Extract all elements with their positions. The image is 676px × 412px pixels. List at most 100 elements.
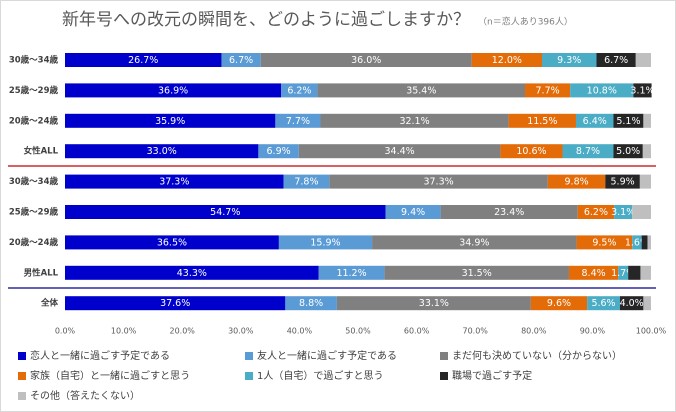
- x-tick-label: 70.0%: [462, 327, 488, 336]
- x-tick-label: 20.0%: [169, 327, 195, 336]
- bar-segment: [320, 113, 509, 128]
- bar-segment: [65, 144, 259, 159]
- data-label: 54.7%: [210, 207, 240, 218]
- x-tick-label: 80.0%: [521, 327, 547, 336]
- bar-segment: [641, 235, 648, 250]
- data-label: 3.1%: [611, 207, 635, 218]
- data-label: 10.8%: [587, 85, 617, 96]
- legend-swatch: [18, 372, 26, 380]
- bar-segment: [275, 113, 321, 128]
- data-label: 31.5%: [462, 268, 492, 279]
- bar-segment: [642, 144, 651, 159]
- legend-swatch: [18, 392, 26, 400]
- legend-swatch: [245, 372, 253, 380]
- legend-label: 職場で過ごす予定: [452, 369, 532, 382]
- bar-segment: [281, 83, 318, 98]
- bar-segment: [639, 174, 651, 189]
- bar-segment: [372, 235, 577, 250]
- data-label: 8.7%: [576, 146, 600, 157]
- x-tick-label: 50.0%: [345, 327, 371, 336]
- bar-segment: [643, 296, 651, 311]
- bar-segment: [258, 144, 299, 159]
- bar-segment: [619, 296, 644, 311]
- bar-segment: [570, 83, 634, 98]
- bar-segment: [65, 235, 279, 250]
- bar-segment: [577, 205, 615, 219]
- bar-segment: [65, 265, 319, 280]
- y-tick-label: 30歳～34歳: [9, 55, 59, 66]
- chart-subtitle: （n＝恋人あり396人）: [478, 16, 573, 28]
- bar-segment: [628, 265, 641, 280]
- bar-segment: [643, 113, 651, 128]
- data-label: 5.0%: [616, 146, 640, 157]
- bar-segment: [298, 144, 501, 159]
- bar-segment: [329, 174, 548, 189]
- data-label: 33.1%: [419, 298, 449, 309]
- data-label: 33.0%: [147, 146, 177, 157]
- y-tick-label: 全体: [40, 298, 59, 309]
- bar-segment: [65, 296, 286, 311]
- data-label: 5.9%: [611, 177, 635, 188]
- data-label: 5.6%: [591, 298, 615, 309]
- bar-segment: [508, 113, 576, 128]
- data-label: 37.6%: [160, 298, 190, 309]
- legend-label: まだ何も決めていない（分からない）: [452, 349, 622, 362]
- data-label: 6.7%: [604, 55, 628, 66]
- x-tick-label: 100.0%: [636, 327, 667, 336]
- bar-segment: [635, 53, 651, 67]
- data-label: 7.8%: [294, 177, 318, 188]
- data-label: 6.7%: [229, 55, 253, 66]
- legend-label: 家族（自宅）と一緒に過ごすと思う: [30, 369, 190, 382]
- legend-swatch: [245, 352, 253, 360]
- data-label: 37.3%: [159, 177, 189, 188]
- y-tick-label: 男性ALL: [24, 267, 59, 278]
- data-label: 9.5%: [592, 237, 616, 248]
- legend-label: その他（答えたくない）: [30, 389, 140, 402]
- data-label: 9.6%: [547, 298, 571, 309]
- bar-segment: [283, 174, 330, 189]
- bar-segment: [647, 235, 651, 250]
- legend-label: 恋人と一緒に過ごす予定である: [30, 349, 170, 362]
- bar-segment: [318, 265, 385, 280]
- bar-segment: [562, 144, 614, 159]
- data-label: 23.4%: [494, 207, 524, 218]
- bar-segment: [587, 296, 620, 311]
- bar-segment: [640, 265, 651, 280]
- bar-segment: [278, 235, 373, 250]
- bar-segment: [613, 144, 643, 159]
- legend-swatch: [440, 372, 448, 380]
- data-label: 10.6%: [516, 146, 546, 157]
- bar-segment: [65, 83, 282, 98]
- data-label: 6.2%: [287, 85, 311, 96]
- data-label: 9.8%: [565, 177, 589, 188]
- data-label: 6.4%: [583, 116, 607, 127]
- legend-label: 1人（自宅）で過ごすと思う: [257, 369, 383, 382]
- legend-swatch: [440, 352, 448, 360]
- data-label: 36.5%: [157, 237, 187, 248]
- data-label: 6.9%: [267, 146, 291, 157]
- y-tick-label: 25歳～29歳: [9, 207, 59, 218]
- bar-segment: [575, 113, 614, 128]
- data-label: 1.7%: [611, 268, 635, 279]
- bar-segment: [317, 83, 526, 98]
- bar-segment: [576, 235, 633, 250]
- legend-label: 友人と一緒に過ごす予定である: [257, 349, 397, 362]
- bar-segment: [632, 235, 642, 250]
- data-label: 1.6%: [625, 237, 649, 248]
- bar-segment: [336, 296, 531, 311]
- data-label: 32.1%: [399, 116, 429, 127]
- x-tick-label: 90.0%: [580, 327, 606, 336]
- bar-segment: [471, 53, 543, 67]
- y-tick-label: 女性ALL: [24, 146, 59, 157]
- data-label: 6.2%: [584, 207, 608, 218]
- data-label: 36.9%: [158, 85, 188, 96]
- data-label: 26.7%: [128, 55, 158, 66]
- data-label: 11.5%: [527, 116, 557, 127]
- data-label: 35.9%: [155, 116, 185, 127]
- bar-segment: [525, 83, 571, 98]
- bar-segment: [385, 205, 441, 219]
- data-label: 7.7%: [536, 85, 560, 96]
- x-tick-label: 10.0%: [111, 327, 137, 336]
- data-label: 4.0%: [620, 298, 644, 309]
